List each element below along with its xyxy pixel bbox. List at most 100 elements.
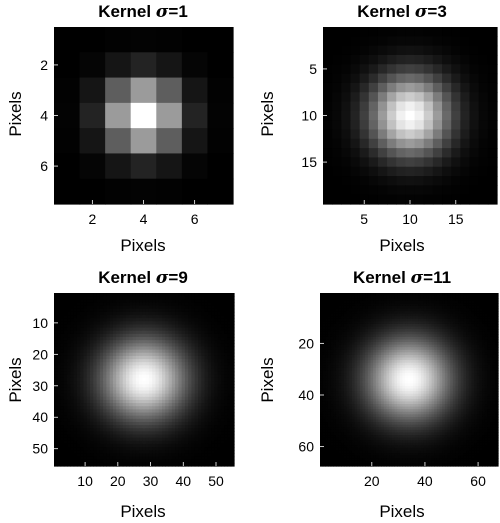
heatmap-cell [476, 293, 481, 297]
heatmap-cell [175, 368, 179, 373]
heatmap-cell [109, 318, 114, 322]
heatmap-cell [99, 337, 104, 341]
heatmap-cell [207, 102, 234, 129]
heatmap-cell [184, 396, 189, 401]
heatmap-cell [474, 300, 478, 304]
heatmap-cell [346, 347, 350, 351]
heatmap-cell [122, 327, 127, 332]
heatmap-cell [135, 365, 140, 370]
heatmap-cell [357, 316, 361, 320]
heatmap-cell [428, 308, 433, 312]
heatmap-cell [230, 403, 235, 407]
heatmap-cell [165, 409, 170, 414]
heatmap-cell [214, 311, 219, 316]
heatmap-cell [428, 339, 433, 343]
heatmap-cell [332, 73, 342, 84]
heatmap-cell [70, 443, 75, 448]
heatmap-cell [214, 390, 219, 395]
heatmap-cell [116, 343, 121, 348]
heatmap-cell [471, 313, 475, 317]
heatmap-cell [103, 293, 107, 297]
heatmap-cell [198, 434, 202, 439]
heatmap-cell [423, 138, 434, 149]
heatmap-cell [487, 347, 491, 351]
heatmap-cell [145, 384, 150, 388]
heatmap-cell [323, 45, 333, 56]
heatmap-cell [394, 336, 398, 341]
heatmap-cell [350, 148, 361, 159]
heatmap-cell [142, 318, 147, 322]
heatmap-cell [468, 308, 473, 312]
heatmap-cell [96, 428, 101, 432]
heatmap-cell [76, 337, 81, 341]
heatmap-cell [194, 362, 199, 366]
heatmap-cell [469, 138, 480, 149]
heatmap-cell [152, 431, 157, 436]
heatmap-cell [474, 321, 478, 325]
heatmap-cell [220, 462, 225, 467]
heatmap-cell [191, 374, 196, 379]
heatmap-cell [471, 334, 475, 338]
heatmap-cell [116, 346, 121, 351]
heatmap-cell [214, 368, 219, 373]
heatmap-cell [103, 340, 107, 344]
heatmap-cell [391, 311, 395, 315]
heatmap-cell [442, 54, 452, 65]
heatmap-cell [171, 368, 176, 373]
heatmap-cell [116, 302, 121, 307]
heatmap-cell [139, 412, 143, 417]
heatmap-cell [484, 344, 488, 348]
heatmap-cell [184, 377, 189, 382]
heatmap-cell [389, 329, 393, 333]
heatmap-cell [93, 315, 98, 319]
heatmap-cell [86, 456, 91, 461]
heatmap-cell [126, 333, 130, 338]
heatmap-cell [442, 64, 452, 75]
heatmap-cell [90, 399, 94, 404]
heatmap-cell [165, 324, 170, 329]
heatmap-cell [194, 311, 199, 316]
heatmap-cell [142, 447, 147, 451]
heatmap-cell [184, 431, 189, 436]
heatmap-cell [194, 418, 199, 423]
heatmap-cell [407, 293, 411, 297]
heatmap-cell [139, 346, 143, 351]
heatmap-cell [463, 339, 467, 343]
heatmap-cell [322, 344, 326, 348]
heatmap-cell [122, 443, 127, 448]
heatmap-cell [99, 440, 104, 445]
heatmap-cell [171, 406, 176, 410]
heatmap-cell [171, 403, 176, 407]
heatmap-cell [220, 453, 225, 458]
heatmap-cell [468, 316, 473, 320]
heatmap-cell [139, 384, 143, 388]
x-tick-label: 10 [77, 473, 93, 489]
heatmap-cell [442, 27, 452, 37]
heatmap-cell [354, 336, 358, 341]
heatmap-cell [80, 443, 85, 448]
heatmap-cell [460, 110, 471, 121]
heatmap-cell [178, 374, 183, 379]
heatmap-cell [148, 421, 153, 426]
heatmap-cell [224, 318, 229, 322]
heatmap-cell [158, 333, 163, 338]
heatmap-cell [434, 334, 438, 338]
heatmap-cell [444, 329, 449, 333]
heatmap-cell [432, 110, 443, 121]
heatmap-cell [349, 298, 353, 302]
heatmap-cell [327, 321, 332, 325]
heatmap-cell [327, 344, 332, 348]
heatmap-cell [103, 299, 107, 304]
heatmap-cell [414, 129, 425, 140]
heatmap-cell [426, 295, 430, 299]
heatmap-cell [436, 344, 441, 348]
heatmap-cell [227, 318, 232, 322]
heatmap-cell [162, 462, 166, 467]
heatmap-cell [434, 344, 438, 348]
heatmap-cell [394, 318, 398, 322]
heatmap-cell [439, 326, 443, 330]
heatmap-cell [54, 396, 58, 401]
heatmap-cell [198, 340, 202, 344]
heatmap-cell [484, 334, 488, 338]
heatmap-cell [423, 129, 434, 140]
